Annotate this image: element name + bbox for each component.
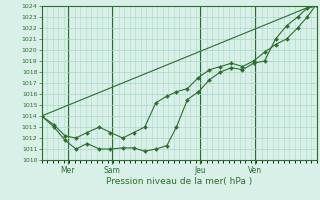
X-axis label: Pression niveau de la mer( hPa ): Pression niveau de la mer( hPa ) xyxy=(106,177,252,186)
